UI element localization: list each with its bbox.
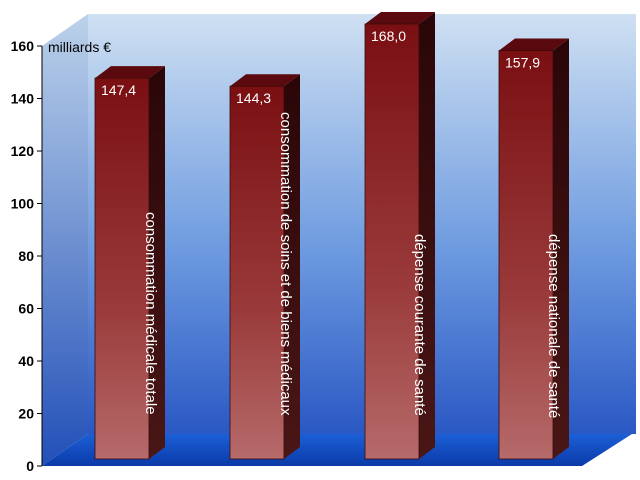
bar-top xyxy=(499,38,569,51)
bar-side xyxy=(419,12,435,459)
bar-value-label: 147,4 xyxy=(101,82,136,98)
y-tick-label: 80 xyxy=(18,248,34,264)
bar-category-label: consommation de soins et de biens médica… xyxy=(277,112,294,416)
bar-value-label: 157,9 xyxy=(505,55,540,71)
bar-side xyxy=(149,66,165,459)
bar-side xyxy=(284,74,300,460)
bar-category-label: dépense nationale de santé xyxy=(545,234,562,418)
bar-front xyxy=(229,85,285,460)
bar-front xyxy=(364,23,420,460)
bar-value-label: 144,3 xyxy=(236,90,271,106)
bar-top xyxy=(95,66,165,79)
y-tick-label: 0 xyxy=(26,458,34,474)
bar: 157,9 dépense nationale de santé xyxy=(498,38,569,460)
bar-front xyxy=(498,50,554,460)
floor xyxy=(42,434,632,466)
y-tick-label: 160 xyxy=(11,38,35,54)
bar-top xyxy=(365,12,435,24)
bars: 147,4 consommation médicale totale 144,3 co… xyxy=(94,12,569,460)
y-tick-label: 60 xyxy=(18,301,34,317)
y-tick-label: 40 xyxy=(18,353,34,369)
side-wall xyxy=(42,14,88,466)
y-tick-label: 120 xyxy=(11,143,35,159)
bar-category-label: dépense courante de santé xyxy=(411,234,428,416)
bar-category-label: consommation médicale totale xyxy=(142,212,159,415)
bar: 147,4 consommation médicale totale xyxy=(94,66,165,460)
y-tick-label: 100 xyxy=(11,196,35,212)
bar-side xyxy=(553,38,569,459)
bar-value-label: 168,0 xyxy=(371,28,406,44)
y-axis-unit-label: milliards € xyxy=(48,39,111,55)
bar: 168,0 dépense courante de santé xyxy=(364,12,435,460)
y-tick-label: 140 xyxy=(11,91,35,107)
bar-top xyxy=(230,74,300,87)
bar-front xyxy=(94,77,150,460)
y-axis: 0 20 40 60 80 100 120 140 160 xyxy=(11,38,43,474)
bar: 144,3 consommation de soins et de biens m… xyxy=(229,74,300,460)
y-tick-label: 20 xyxy=(18,406,34,422)
